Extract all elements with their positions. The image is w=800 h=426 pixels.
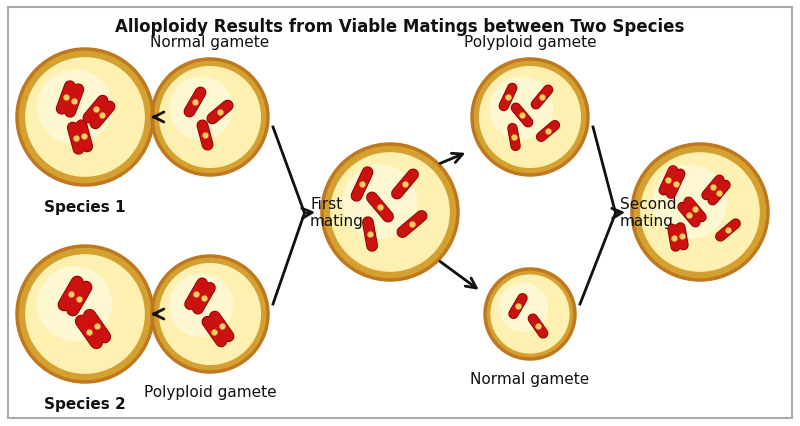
Circle shape	[472, 60, 588, 176]
Circle shape	[170, 77, 234, 141]
Text: Normal gamete: Normal gamete	[470, 371, 590, 386]
Text: Polyploid gamete: Polyploid gamete	[464, 35, 596, 50]
Circle shape	[330, 153, 450, 272]
Circle shape	[152, 60, 268, 176]
Circle shape	[479, 67, 581, 169]
Circle shape	[159, 67, 261, 169]
Circle shape	[498, 283, 548, 332]
Text: Alloploidy Results from Viable Matings between Two Species: Alloploidy Results from Viable Matings b…	[115, 18, 685, 36]
Circle shape	[170, 274, 234, 337]
Text: First
mating: First mating	[310, 196, 364, 229]
Circle shape	[490, 275, 570, 354]
Text: Polyploid gamete: Polyploid gamete	[144, 384, 276, 399]
Circle shape	[490, 77, 553, 141]
Circle shape	[632, 145, 768, 280]
Circle shape	[322, 145, 458, 280]
Circle shape	[159, 263, 261, 365]
Text: Second
mating: Second mating	[620, 196, 677, 229]
Circle shape	[152, 256, 268, 372]
Circle shape	[342, 165, 418, 240]
Circle shape	[17, 246, 153, 382]
Circle shape	[38, 267, 112, 341]
Text: Species 2: Species 2	[44, 396, 126, 411]
Circle shape	[640, 153, 760, 272]
FancyBboxPatch shape	[8, 8, 792, 418]
Circle shape	[485, 269, 575, 359]
Circle shape	[17, 50, 153, 186]
Circle shape	[38, 70, 112, 145]
Circle shape	[25, 255, 145, 374]
Circle shape	[653, 165, 727, 240]
Text: Normal gamete: Normal gamete	[150, 35, 270, 50]
Text: Species 1: Species 1	[44, 199, 126, 215]
Circle shape	[25, 58, 145, 177]
